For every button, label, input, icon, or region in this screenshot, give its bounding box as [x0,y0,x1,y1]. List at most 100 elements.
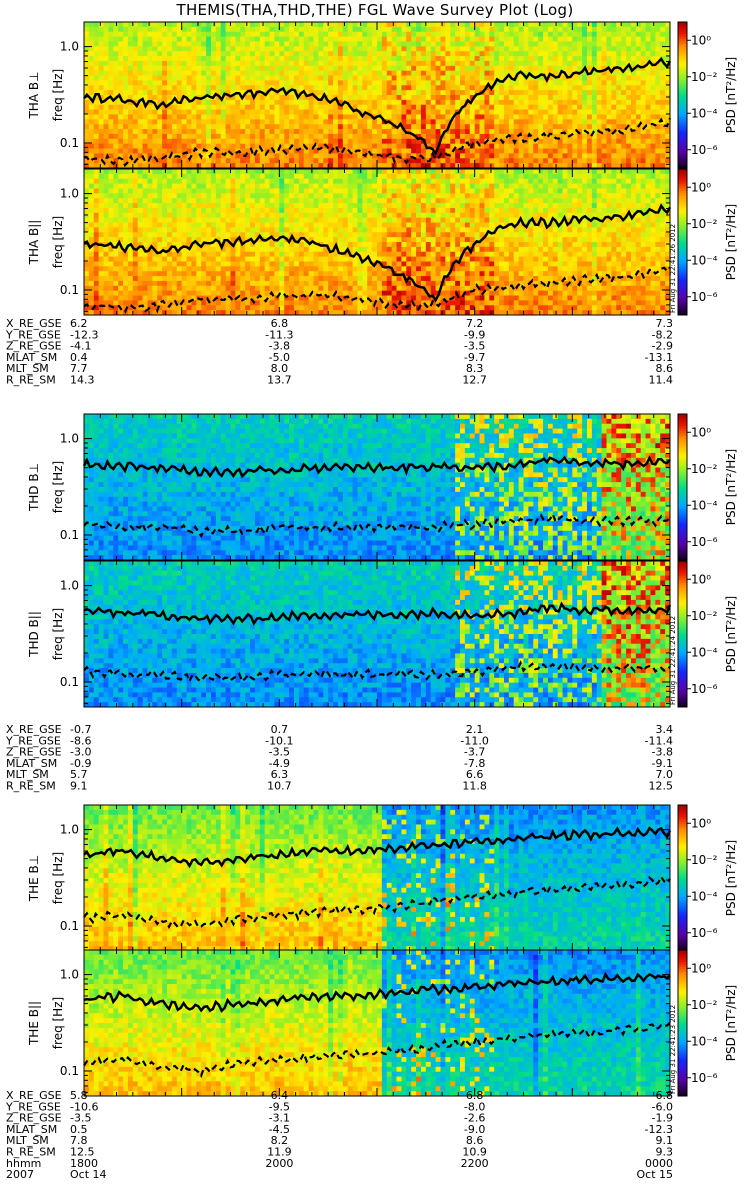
colorbar-tick-label: 10⁻² [691,217,718,231]
ephemeris-value: -9.0 [464,1123,485,1136]
ephemeris-label: hhmm [6,1157,41,1170]
ephemeris-value: 0.7 [271,723,289,736]
ephemeris-value: 6.8 [656,1089,674,1102]
ephemeris-value: -3.0 [70,746,91,759]
ephemeris-value: 11.4 [649,374,674,387]
ephemeris-value: 8.6 [466,1134,484,1147]
panel-name-label: THD B⊥ [27,463,41,512]
ephemeris-tha: X_RE_GSE 6.2 6.8 7.2 7.3 Y_RE_GSE -12.3 -11.3 -9… [5,317,673,387]
ephemeris-value: -9.9 [464,328,485,341]
ephemeris-value: -3.5 [269,746,290,759]
ephemeris-value: -3.8 [269,340,290,353]
ephemeris-value: 8.6 [656,362,674,375]
ephemeris-value: -6.0 [652,1100,673,1113]
ephemeris-label: 2007 [6,1168,34,1181]
ephemeris-value: -11.0 [460,734,488,747]
ephemeris-value: 8.3 [466,362,484,375]
dashed-line [83,511,671,539]
timestamp-stamp: Fri Aug 31 22:41:23 2012 [669,1005,677,1094]
ephemeris-value: 14.3 [70,374,95,387]
colorbar-tick-label: 10⁰ [691,33,711,47]
ephemeris-value: -2.9 [652,340,673,353]
ephemeris-label: X_RE_GSE [6,317,62,330]
ephemeris-label: X_RE_GSE [6,723,62,736]
ephemeris-value: -12.3 [70,328,98,341]
ephemeris-label: Z_RE_GSE [6,340,62,353]
colorbar-tick-label: 10⁻⁴ [691,1034,718,1048]
dashed-line [83,660,671,684]
dashed-line [83,266,671,314]
colorbar-tick-label: 10⁻⁴ [691,645,718,659]
ephemeris-value: -3.5 [464,340,485,353]
ephemeris-value: -0.7 [70,723,91,736]
y-tick-label: 1.0 [60,823,79,837]
ephemeris-value: 7.7 [70,362,88,375]
colorbar-tick-label: 10⁰ [691,180,711,194]
colorbar-tick-label: 10⁰ [691,572,711,586]
dashed-line [83,117,672,168]
ephemeris-value: 9.1 [656,1134,674,1147]
colorbar-tick-label: 10⁻² [691,462,718,476]
ephemeris-value: 13.7 [267,374,292,387]
ephemeris-value: 7.2 [466,317,484,330]
ephemeris-label: MLAT_SM [6,757,57,770]
colorbar-frame [677,21,688,169]
ephemeris-label: Z_RE_GSE [6,746,62,759]
ephemeris-value: -3.8 [652,746,673,759]
ephemeris-value: 6.8 [271,317,289,330]
ephemeris-value: 6.2 [70,317,88,330]
solid-line [83,826,672,869]
ephemeris-value: -4.9 [269,757,290,770]
ephemeris-value: -9.7 [464,351,485,364]
colorbar-tick-label: 10⁻⁴ [691,106,718,120]
ephemeris-value: 6.4 [271,1089,289,1102]
y-tick-label: 1.0 [60,968,79,982]
ephemeris-value: -1.9 [652,1112,673,1125]
ephemeris-value: 8.0 [271,362,289,375]
panel-the-b-: 1.0 0.1 THE B⊥ freq [Hz] 10⁰ 10⁻² 10⁻⁴ 10⁻⁶ PSD … [27,804,738,952]
ephemeris-value: Oct 15 [636,1168,673,1181]
y-axis-label: freq [Hz] [51,461,65,513]
ephemeris-value: 11.8 [462,780,487,793]
colorbar-label: PSD [nT²/Hz] [724,449,738,525]
ephemeris-value: -9.1 [652,757,673,770]
ephemeris-label: X_RE_GSE [6,1089,62,1102]
colorbar-tick-label: 10⁻⁴ [691,498,718,512]
ephemeris-value: 9.3 [656,1146,674,1159]
ephemeris-label: MLAT_SM [6,351,57,364]
colorbar-tick-label: 10⁻⁴ [691,889,718,903]
timestamp-stamp: Fri Aug 31 22:41:24 2012 [669,616,677,705]
ephemeris-value: -12.3 [645,1123,673,1136]
y-tick-label: 1.0 [60,187,79,201]
ephemeris-label: R_RE_SM [6,374,56,387]
y-tick-label: 0.1 [60,1064,79,1078]
ephemeris-value: -4.1 [70,340,91,353]
panel-name-label: THA B⊥ [27,71,41,119]
solid-line [83,601,672,626]
ephemeris-value: -10.6 [70,1100,98,1113]
colorbar-tick-label: 10⁻⁶ [691,926,718,940]
ephemeris-value: -9.5 [269,1100,290,1113]
ephemeris-value: 5.8 [70,1089,88,1102]
colorbar-label: PSD [nT²/Hz] [724,985,738,1061]
ephemeris-value: 10.7 [267,780,292,793]
ephemeris-value: Oct 14 [70,1168,107,1181]
ephemeris-value: 5.7 [70,768,88,781]
ephemeris-label: R_RE_SM [6,780,56,793]
ephemeris-value: 3.4 [656,723,674,736]
panel-name-label: THD B|| [27,611,41,658]
ephemeris-value: 6.8 [466,1089,484,1102]
panel-tha-b-: 1.0 0.1 THA B|| freq [Hz] 10⁰ 10⁻² 10⁻⁴ 10⁻⁶ PSD… [27,168,738,316]
y-tick-label: 1.0 [60,579,79,593]
ephemeris-value: 2200 [461,1157,489,1170]
ephemeris-value: -8.2 [652,328,673,341]
colorbar-tick-label: 10⁻⁶ [691,290,718,304]
colorbar-tick-label: 10⁻⁶ [691,682,718,696]
ephemeris-label: MLAT_SM [6,1123,57,1136]
ephemeris-label: Z_RE_GSE [6,1112,62,1125]
ephemeris-value: -11.4 [645,734,673,747]
ephemeris-value: 0.4 [70,351,88,364]
ephemeris-label: MLT_SM [6,768,49,781]
ephemeris-value: 6.3 [271,768,289,781]
